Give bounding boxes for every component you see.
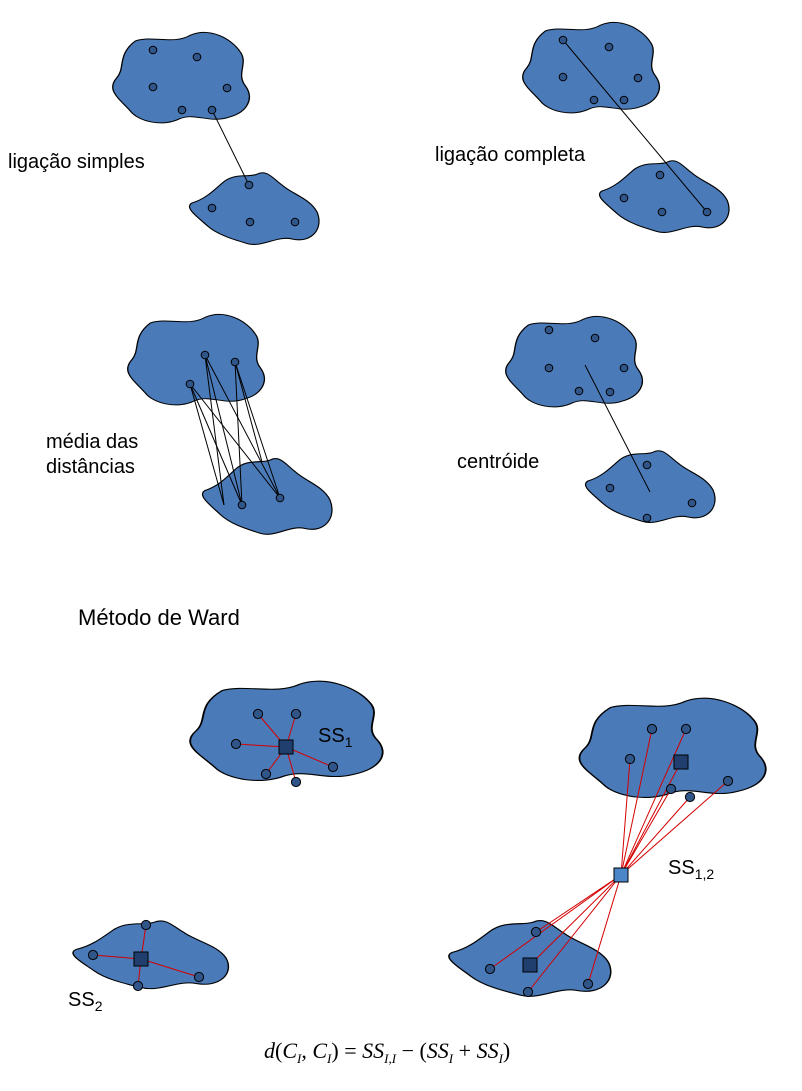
label-ss2: SS2: [68, 988, 102, 1018]
formula-c1-sub: I: [297, 1051, 302, 1066]
ss2-subscript: 2: [94, 998, 103, 1014]
formula-ss-both-sub: I,I: [384, 1051, 397, 1066]
formula-minus: − (: [396, 1038, 427, 1063]
label-average-line2: distâncias: [46, 456, 135, 478]
centroid-link-line: [584, 364, 651, 493]
label-ss1: SS1: [318, 724, 352, 754]
points-single: [148, 45, 300, 227]
ward-ss2-points: [87, 919, 205, 992]
ward-merged-centroid: [613, 867, 629, 883]
points-complete: [558, 35, 712, 217]
ward-merged-points: [484, 723, 734, 998]
formula-comma: ,: [301, 1038, 313, 1063]
ss12-text: SS: [668, 857, 695, 879]
formula-c1: C: [282, 1038, 298, 1063]
ss1-subscript: 1: [344, 734, 353, 750]
formula-d: d: [264, 1038, 275, 1063]
ward-merged-top: [578, 697, 767, 799]
formula-plus: +: [453, 1038, 477, 1063]
points-average: [185, 350, 285, 510]
formula-ss-a: SS: [426, 1038, 449, 1063]
label-ward-title: Método de Ward: [78, 605, 240, 630]
formula-open: (: [275, 1038, 283, 1063]
label-average-line1: média das: [46, 431, 139, 453]
label-centroid: centróide: [457, 451, 540, 473]
cluster-complete-bottom: [598, 160, 730, 234]
ward-ss1-centroid: [278, 739, 294, 755]
points-centroid: [544, 325, 697, 523]
ward-formula: d(CI, CI) = SSI,I − (SSI + SSI): [264, 1038, 510, 1067]
formula-ss-both: SS: [362, 1038, 385, 1063]
single-link-line: [211, 109, 250, 186]
complete-link-line: [562, 39, 708, 213]
ss2-text: SS: [68, 989, 95, 1011]
formula-ss-b: SS: [476, 1038, 499, 1063]
ward-ss2-centroid: [133, 951, 149, 967]
ss1-text: SS: [318, 725, 345, 747]
cluster-centroid-bottom: [584, 450, 716, 524]
ward-merged-top-centroid: [673, 754, 689, 770]
ss12-subscript: 1,2: [694, 866, 715, 882]
ward-merged-lines: [489, 728, 729, 993]
ward-cluster-ss1: [189, 680, 384, 782]
average-link-lines: [189, 354, 281, 506]
formula-eq: =: [338, 1038, 363, 1063]
formula-ss-b-sub: I: [498, 1051, 503, 1066]
cluster-centroid-top: [505, 315, 644, 408]
label-complete-linkage: ligação completa: [435, 144, 586, 166]
label-single-linkage: ligação simples: [8, 151, 145, 173]
formula-close: ): [331, 1038, 339, 1063]
formula-end: ): [502, 1038, 511, 1063]
label-ss12: SS1,2: [668, 856, 714, 886]
formula-ss-a-sub: I: [448, 1051, 454, 1066]
formula-c2: C: [312, 1038, 328, 1063]
formula-c2-sub: I: [327, 1051, 332, 1066]
ward-ss1-points: [230, 708, 339, 788]
ward-merged-bottom-centroid: [522, 957, 538, 973]
